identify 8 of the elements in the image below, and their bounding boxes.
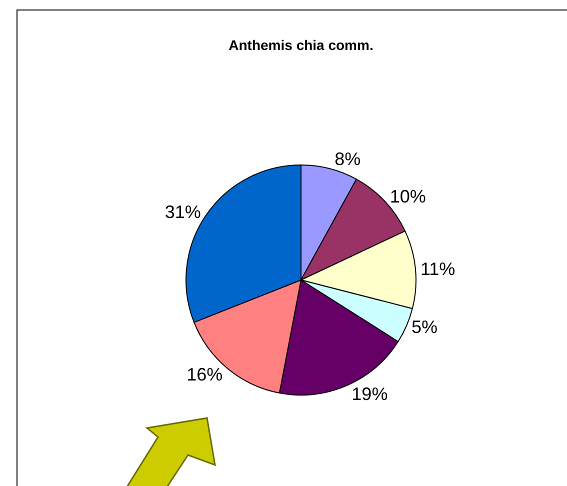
data-label: 16% <box>186 364 223 385</box>
data-label: 19% <box>352 384 388 404</box>
chart-title: Anthemis chia comm. <box>228 36 374 53</box>
data-label: 8% <box>334 149 361 170</box>
data-label: 11% <box>420 259 456 280</box>
data-label: 5% <box>412 317 438 338</box>
data-label: 31% <box>164 202 201 222</box>
data-label: 10% <box>390 186 426 207</box>
